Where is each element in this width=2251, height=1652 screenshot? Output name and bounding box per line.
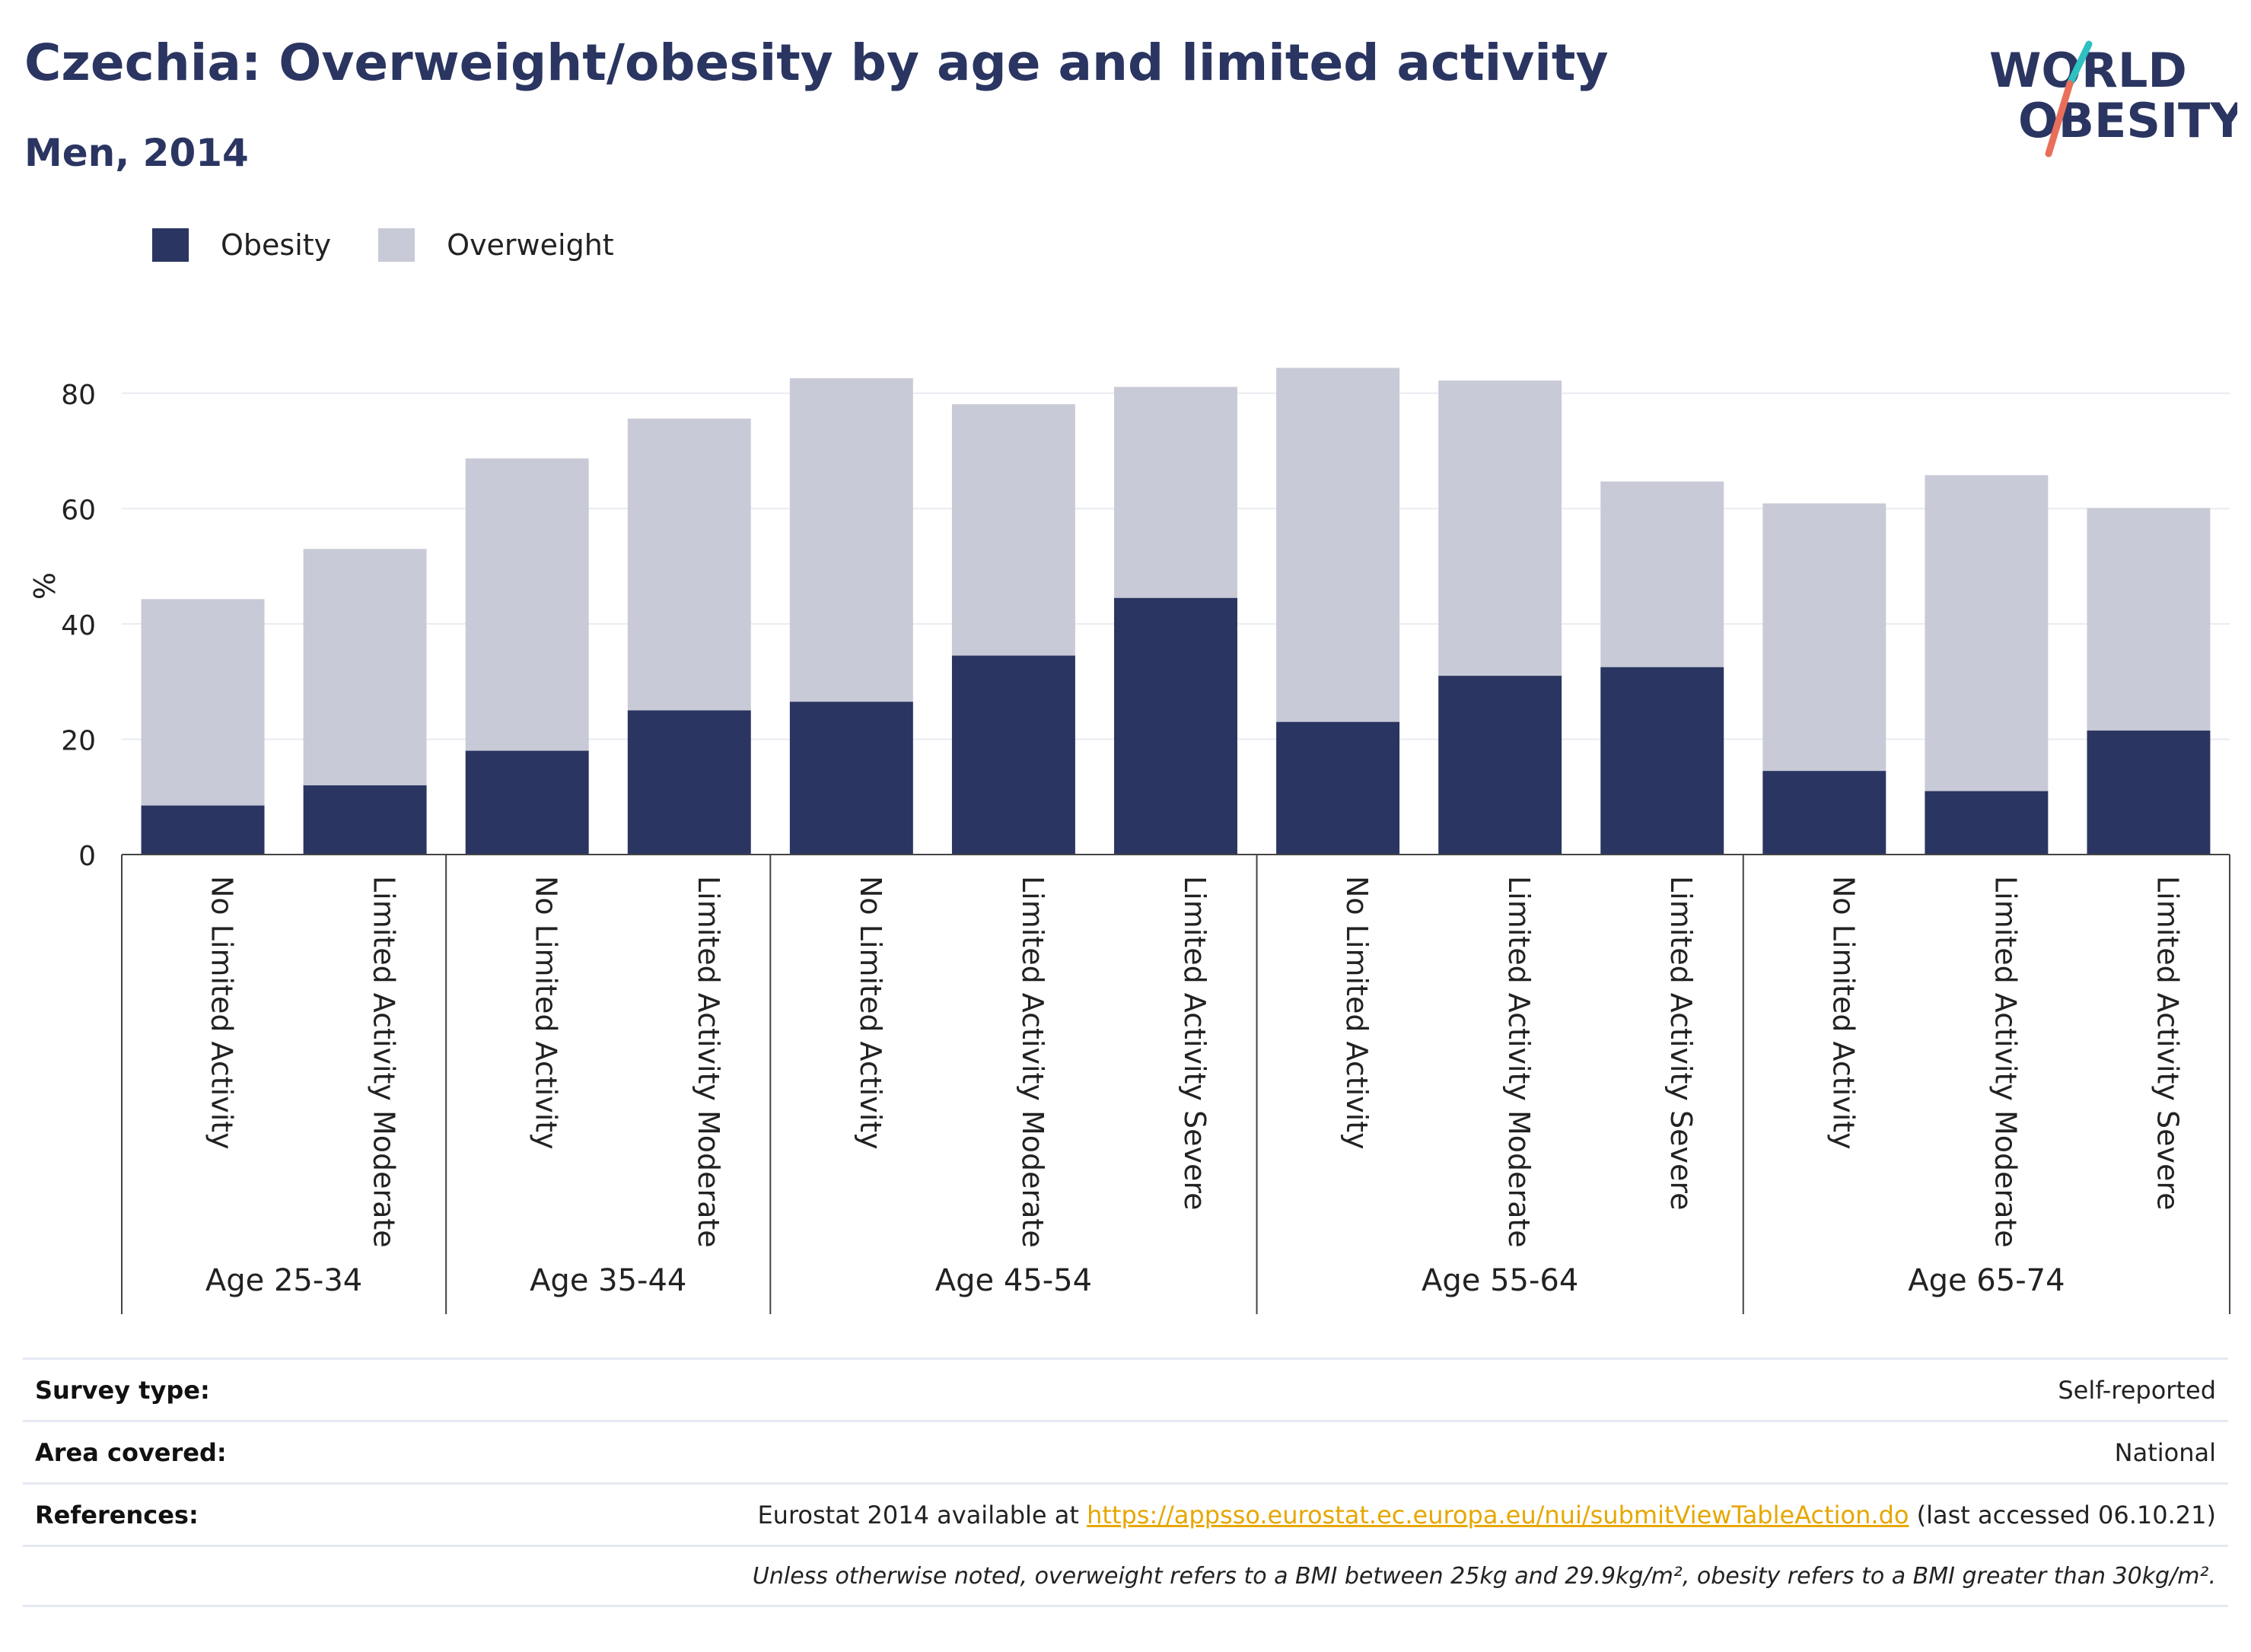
info-row-survey: Survey type: Self-reported	[23, 1358, 2228, 1420]
info-row-note: Unless otherwise noted, overweight refer…	[23, 1545, 2228, 1607]
info-table: Survey type: Self-reported Area covered:…	[23, 1358, 2228, 1607]
logo-slash-red	[2045, 80, 2074, 158]
references-link[interactable]: https://appsso.eurostat.ec.europa.eu/nui…	[1087, 1500, 1909, 1529]
bar-overweight	[141, 599, 265, 806]
bar-obesity	[1114, 597, 1237, 855]
bmi-definition-note: Unless otherwise noted, overweight refer…	[752, 1562, 2216, 1590]
bar-overweight	[1114, 387, 1237, 598]
survey-type-value: Self-reported	[2058, 1375, 2216, 1405]
x-category-label: No Limited Activity	[1340, 876, 1374, 1150]
bar-overweight	[1438, 380, 1562, 676]
bar-overweight	[1600, 481, 1724, 667]
bar-obesity	[2087, 731, 2211, 855]
legend-label-obesity: Obesity	[221, 228, 332, 262]
bar-overweight	[2087, 508, 2211, 731]
bar-obesity	[1762, 771, 1886, 855]
bar-overweight	[1762, 503, 1886, 772]
world-obesity-logo: WORLD OBESITY	[1989, 40, 2237, 158]
area-covered-value: National	[2114, 1437, 2216, 1467]
group-label: Age 25-34	[205, 1263, 362, 1298]
legend-swatch-overweight	[378, 228, 415, 262]
bar-overweight	[1925, 475, 2049, 791]
bar-overweight	[789, 378, 913, 702]
y-tick-label: 0	[78, 841, 96, 872]
references-suffix: (last accessed 06.10.21)	[1909, 1500, 2216, 1529]
bar-overweight	[1276, 368, 1400, 722]
references-label: References:	[35, 1500, 199, 1529]
references-prefix: Eurostat 2014 available at	[757, 1500, 1087, 1529]
bar-obesity	[141, 805, 265, 855]
bar-obesity	[303, 785, 427, 855]
x-category-label: Limited Activity Severe	[2151, 876, 2184, 1211]
x-category-label: Limited Activity Moderate	[1016, 876, 1049, 1248]
group-label: Age 45-54	[935, 1263, 1092, 1298]
info-row-area: Area covered: National	[23, 1420, 2228, 1482]
bar-obesity	[1600, 667, 1724, 855]
legend-swatch-obesity	[152, 228, 189, 262]
y-tick-label: 20	[61, 725, 96, 756]
references-value: Eurostat 2014 available at https://appss…	[757, 1501, 2228, 1529]
y-axis-label: %	[28, 572, 62, 600]
legend-item-obesity[interactable]: Obesity	[152, 228, 331, 262]
bar-obesity	[1438, 676, 1562, 855]
x-category-label: No Limited Activity	[1826, 876, 1860, 1150]
bar-overweight	[303, 549, 427, 786]
bar-obesity	[789, 702, 913, 855]
x-category-label: Limited Activity Moderate	[368, 876, 401, 1248]
x-category-label: Limited Activity Moderate	[1502, 876, 1536, 1248]
logo-slash-teal	[2066, 40, 2093, 88]
info-row-references: References: Eurostat 2014 available at h…	[23, 1482, 2228, 1545]
y-tick-label: 60	[61, 495, 96, 526]
group-label: Age 65-74	[1908, 1263, 2065, 1298]
legend: Obesity Overweight	[152, 228, 661, 262]
x-category-label: Limited Activity Moderate	[692, 876, 725, 1248]
x-category-label: Limited Activity Severe	[1178, 876, 1211, 1211]
chart-subtitle: Men, 2014	[24, 131, 249, 175]
bar-overweight	[951, 404, 1075, 656]
survey-type-label: Survey type:	[35, 1375, 210, 1405]
legend-item-overweight[interactable]: Overweight	[378, 228, 614, 262]
y-tick-label: 40	[61, 610, 96, 641]
group-label: Age 35-44	[530, 1263, 686, 1298]
y-tick-label: 80	[61, 380, 96, 411]
x-category-label: No Limited Activity	[205, 876, 239, 1150]
bar-overweight	[627, 419, 751, 711]
x-category-label: Limited Activity Moderate	[1988, 876, 2022, 1248]
legend-label-overweight: Overweight	[447, 228, 614, 262]
bar-chart: 0 20 40 60 80% No Limited Activity Limited Act…	[28, 368, 2230, 1314]
x-category-label: Limited Activity Severe	[1664, 876, 1698, 1211]
area-covered-label: Area covered:	[35, 1437, 227, 1467]
group-label: Age 55-64	[1422, 1263, 1578, 1298]
chart-title: Czechia: Overweight/obesity by age and l…	[24, 33, 1609, 92]
bar-obesity	[465, 750, 589, 855]
bar-obesity	[951, 655, 1075, 855]
x-category-label: No Limited Activity	[854, 876, 887, 1150]
bar-obesity	[627, 710, 751, 855]
bar-obesity	[1276, 721, 1400, 855]
x-category-label: No Limited Activity	[530, 876, 563, 1150]
bar-overweight	[465, 458, 589, 751]
bar-obesity	[1925, 791, 2049, 855]
